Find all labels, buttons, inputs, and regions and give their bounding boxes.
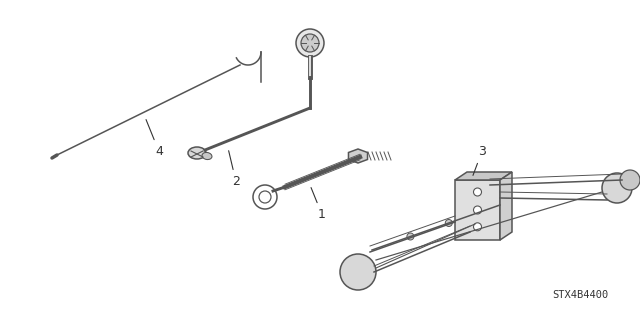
Circle shape bbox=[445, 219, 452, 226]
FancyBboxPatch shape bbox=[455, 180, 500, 240]
Circle shape bbox=[602, 173, 632, 203]
Circle shape bbox=[474, 188, 481, 196]
Polygon shape bbox=[348, 149, 367, 163]
Circle shape bbox=[301, 34, 319, 52]
Text: 2: 2 bbox=[228, 151, 240, 188]
Circle shape bbox=[620, 170, 640, 190]
Text: 1: 1 bbox=[311, 188, 326, 221]
Ellipse shape bbox=[202, 152, 212, 160]
Polygon shape bbox=[455, 172, 512, 180]
Circle shape bbox=[474, 206, 481, 214]
Circle shape bbox=[474, 223, 481, 231]
Circle shape bbox=[407, 233, 414, 240]
Text: 3: 3 bbox=[473, 145, 486, 175]
Circle shape bbox=[253, 185, 277, 209]
Ellipse shape bbox=[188, 147, 206, 159]
Circle shape bbox=[259, 191, 271, 203]
Text: STX4B4400: STX4B4400 bbox=[552, 290, 608, 300]
Circle shape bbox=[340, 254, 376, 290]
Text: 4: 4 bbox=[146, 120, 163, 158]
Circle shape bbox=[296, 29, 324, 57]
Polygon shape bbox=[500, 172, 512, 240]
